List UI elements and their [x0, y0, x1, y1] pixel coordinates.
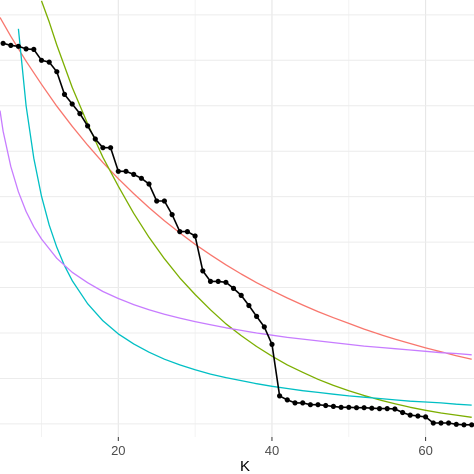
observed-point [85, 123, 91, 129]
observed-point [154, 198, 160, 204]
observed-point [238, 292, 244, 298]
fitted-curve-00bfc4 [17, 28, 472, 406]
observed-point [446, 420, 452, 426]
observed-point [407, 412, 413, 418]
x-axis: 20 40 60 [111, 437, 433, 458]
observed-point [392, 406, 398, 412]
observed-point [138, 175, 144, 181]
observed-point [307, 402, 313, 408]
observed-point [108, 145, 114, 151]
observed-point [469, 422, 474, 428]
observed-point [192, 233, 198, 239]
fitted-curve-c77cff [0, 110, 472, 356]
observed-point [300, 400, 306, 406]
observed-point [207, 278, 214, 284]
observed-point [230, 285, 237, 291]
observed-point [215, 278, 221, 284]
observed-point [69, 101, 75, 107]
observed-point [369, 405, 375, 411]
observed-point [169, 212, 175, 218]
observed-point [353, 405, 360, 411]
observed-point [184, 229, 190, 235]
observed-point [361, 405, 367, 411]
observed-point [54, 69, 60, 75]
observed-point [23, 46, 29, 52]
observed-point [100, 145, 106, 151]
observed-point [115, 168, 121, 174]
observed-point [254, 313, 260, 319]
observed-point [338, 404, 344, 410]
observed-point [277, 393, 283, 399]
observed-point [438, 420, 444, 426]
observed-point [323, 402, 329, 409]
observed-point [430, 420, 436, 426]
observed-point [261, 324, 267, 330]
observed-point [61, 91, 68, 97]
x-tick-label: 60 [418, 443, 432, 458]
observed-point [453, 421, 459, 427]
observed-point [46, 59, 52, 65]
observed-point [346, 404, 352, 410]
observed-point [400, 409, 406, 416]
observed-point [292, 400, 298, 406]
x-tick-label: 40 [265, 443, 279, 458]
observed-point [161, 198, 167, 204]
observed-point [131, 171, 137, 177]
observed-point [423, 414, 429, 420]
observed-point [376, 406, 383, 412]
observed-point [92, 136, 98, 142]
observed-point [123, 168, 129, 174]
fitted-curve-f8766d [0, 17, 472, 360]
grid [0, 0, 474, 437]
observed-point [223, 279, 229, 285]
x-tick-label: 20 [111, 443, 125, 458]
observed-point [77, 111, 83, 117]
observed-point [415, 413, 421, 419]
observed-point [31, 46, 37, 53]
observed-point [330, 403, 336, 409]
observed-point [246, 302, 252, 309]
observed-point [284, 397, 290, 403]
observed-point [146, 181, 152, 187]
observed-point [8, 42, 14, 49]
observed-point [461, 422, 467, 428]
observed-point [38, 57, 45, 63]
observed-point [0, 40, 6, 46]
observed-point [200, 268, 206, 274]
series-group [0, 0, 474, 428]
observed-point [315, 402, 321, 408]
observed-point [269, 341, 275, 347]
x-axis-title: K [240, 458, 250, 474]
observed-point [384, 406, 390, 412]
observed-point [15, 43, 21, 49]
fitted-curve-7cae00 [40, 0, 472, 418]
observed-point [177, 229, 183, 235]
